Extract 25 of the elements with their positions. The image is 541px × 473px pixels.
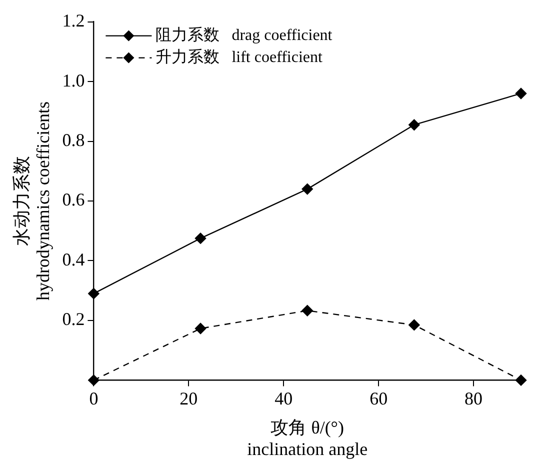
point: [408, 119, 420, 130]
point: [302, 305, 313, 316]
legend-label: 升力系数 lift coefficient: [156, 48, 324, 66]
point: [302, 183, 313, 195]
point: [88, 374, 100, 386]
y-tick-label: 0.6: [62, 190, 85, 210]
y-axis-title: 水动力系数 hydrodynamics coefficients: [12, 101, 54, 301]
point: [515, 374, 527, 386]
point: [88, 288, 100, 300]
y-tick-label: 0.4: [62, 249, 85, 270]
point: [194, 232, 206, 244]
legend-label: 阻力系数 drag coefficient: [156, 26, 333, 44]
x-tick-label: 20: [180, 388, 198, 409]
point: [408, 319, 420, 331]
x-tick-label: 60: [370, 388, 388, 409]
x-axis-title: 攻角 θ/(°) inclination angle: [247, 417, 368, 459]
point: [194, 322, 206, 334]
x-tick-label: 40: [274, 388, 293, 409]
y-tick-label: 1.0: [62, 70, 85, 90]
x-tick-label: 0: [89, 388, 98, 409]
y-tick-label: 0.2: [62, 309, 85, 330]
point: [515, 88, 527, 100]
x-tick-label: 80: [464, 388, 483, 409]
y-tick-label: 1.2: [62, 10, 85, 31]
y-tick-label: 0.8: [62, 130, 85, 150]
